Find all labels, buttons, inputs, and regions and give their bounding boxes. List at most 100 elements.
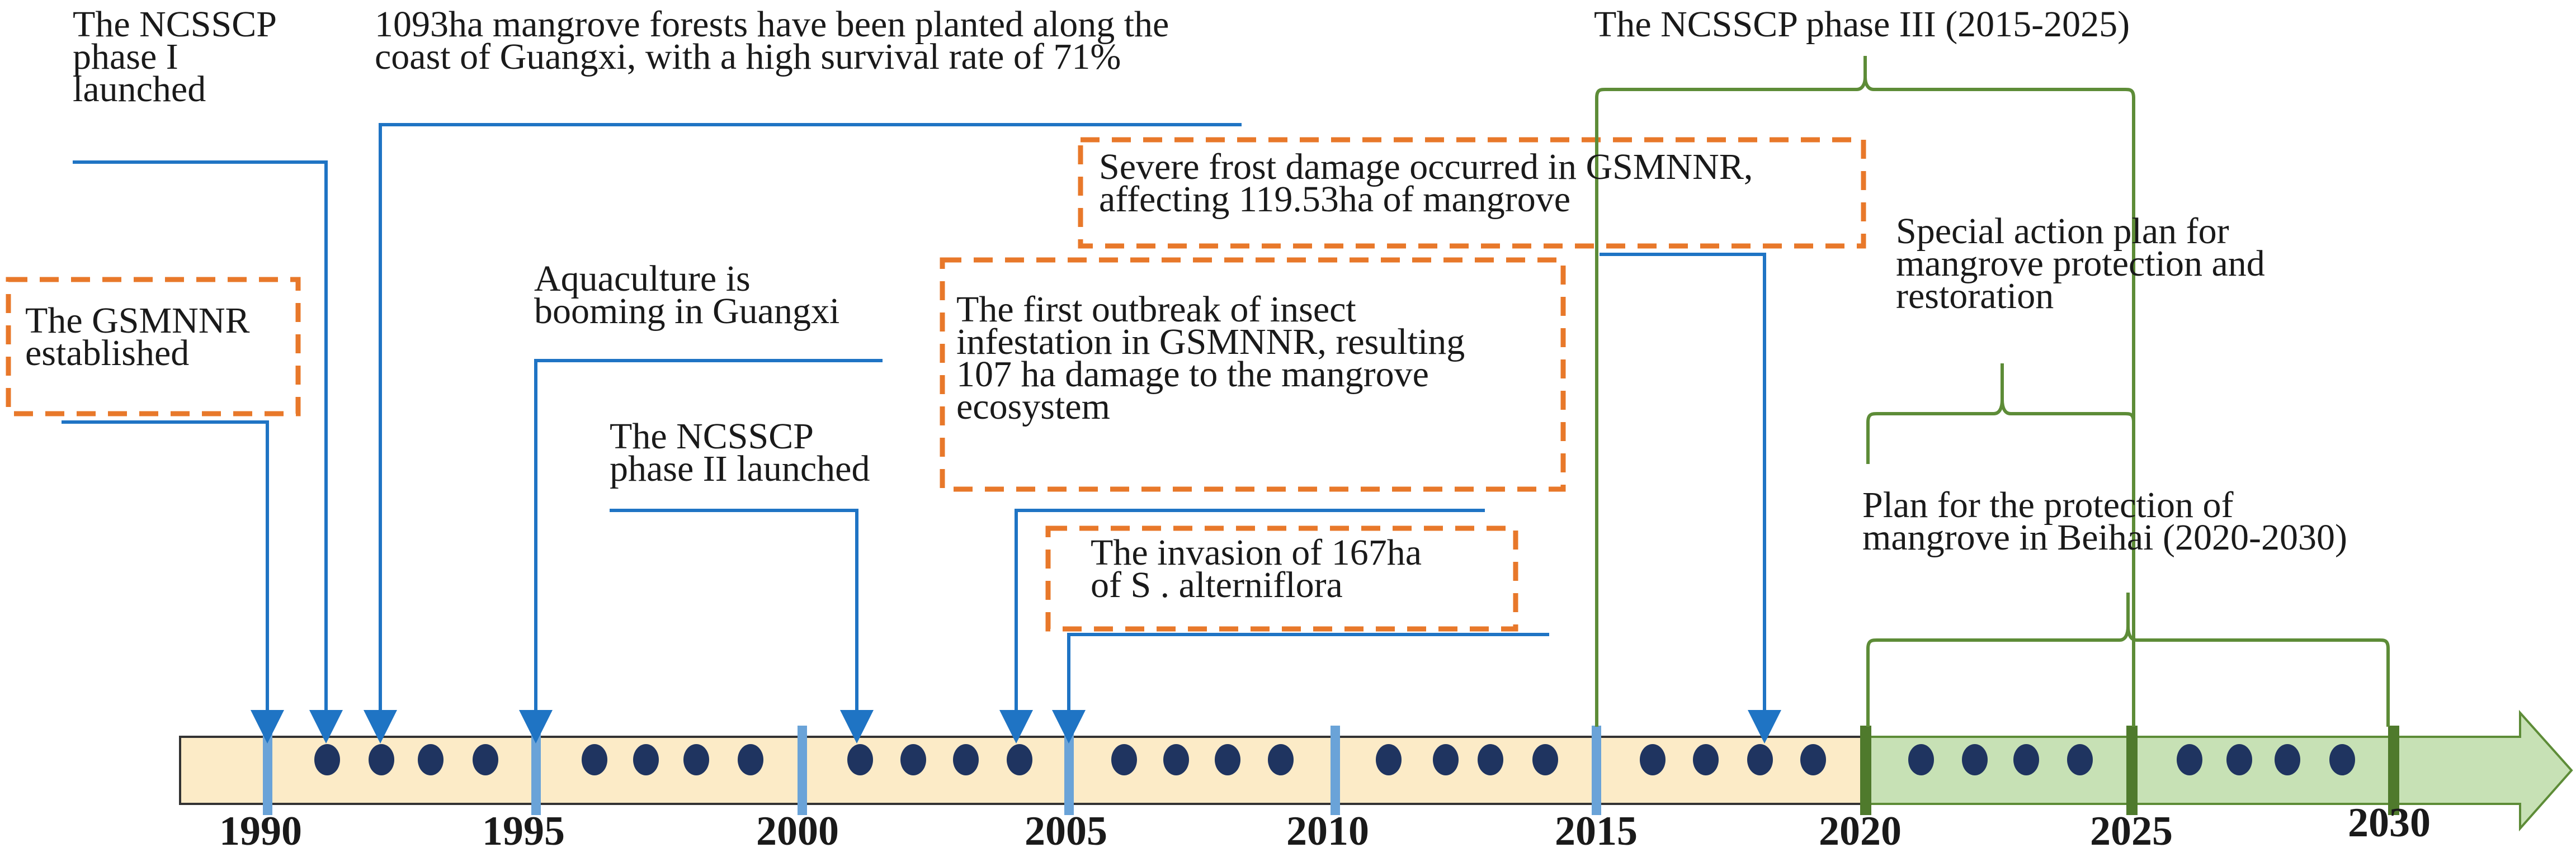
year-dot — [1962, 744, 1988, 775]
text-line: Plan for the protection of — [1862, 485, 2234, 525]
connector-frost — [1600, 253, 1781, 744]
year-label-2010: 2010 — [1286, 808, 1369, 854]
text-line: mangrove in Beihai (2020-2030) — [1862, 517, 2347, 558]
text-line: affecting 119.53ha of mangrove — [1099, 179, 1571, 220]
tick-1990 — [263, 726, 272, 815]
text-line: coast of Guangxi, with a high survival r… — [375, 36, 1121, 77]
tick-2000 — [798, 726, 807, 815]
tick-2020 — [1860, 726, 1871, 815]
connector-gsmnnr — [62, 420, 284, 744]
text-line: infestation in GSMNNR, resulting — [956, 321, 1465, 362]
text-line: booming in Guangxi — [534, 291, 840, 332]
text-line: mangrove protection and — [1896, 243, 2265, 284]
year-dot — [847, 744, 873, 775]
year-dot — [1800, 744, 1826, 775]
connector-planted — [364, 123, 1242, 744]
box-invasion — [1045, 525, 1518, 632]
year-dot — [1163, 744, 1189, 775]
year-dot — [900, 744, 926, 775]
highlight-boxes — [6, 137, 1866, 632]
year-label-1995: 1995 — [482, 808, 565, 854]
year-dot — [314, 744, 340, 775]
text-line: phase II launched — [610, 448, 870, 489]
text-line: ecosystem — [956, 386, 1110, 427]
text-line: Severe frost damage occurred in GSMNNR, — [1099, 146, 1753, 187]
year-label-2015: 2015 — [1555, 808, 1638, 854]
text-line: The invasion of 167ha — [1091, 532, 1422, 573]
year-dot — [1693, 744, 1719, 775]
box-frost — [1078, 137, 1866, 249]
year-dot — [738, 744, 763, 775]
year-label-2020: 2020 — [1819, 808, 1902, 854]
event-beihai-plan-label: Plan for the protection of mangrove in B… — [1862, 485, 2347, 558]
year-dot — [1111, 744, 1137, 775]
year-dot — [953, 744, 979, 775]
green-brackets — [1595, 56, 2390, 727]
year-dot — [1478, 744, 1503, 775]
year-dot — [1747, 744, 1773, 775]
text-line: The first outbreak of insect — [956, 289, 1356, 330]
year-dot — [2067, 744, 2093, 775]
tick-2010 — [1331, 726, 1340, 815]
year-dot — [633, 744, 659, 775]
text-line: of S . alterniflora — [1091, 565, 1343, 605]
year-dot — [2177, 744, 2202, 775]
year-dot — [1215, 744, 1240, 775]
year-label-2025: 2025 — [2090, 808, 2173, 854]
text-line: Aquaculture is — [534, 258, 751, 299]
tick-1995 — [531, 726, 541, 815]
bracket-beihai-plan — [1866, 593, 2390, 727]
text-line: The NCSSCP phase III (2015-2025) — [1594, 4, 2130, 45]
event-phase2-label: The NCSSCP phase II launched — [610, 416, 870, 489]
text-line: launched — [73, 69, 206, 110]
event-phase3-label: The NCSSCP phase III (2015-2025) — [1594, 4, 2130, 45]
event-planted-label: 1093ha mangrove forests have been plante… — [375, 4, 1169, 77]
text-line: The GSMNNR — [25, 300, 250, 341]
event-frost-label: Severe frost damage occurred in GSMNNR, … — [1099, 146, 1753, 220]
year-dot — [1908, 744, 1934, 775]
year-dot — [1640, 744, 1666, 775]
box-insect — [940, 257, 1566, 492]
year-dot — [1007, 744, 1032, 775]
year-label-2000: 2000 — [756, 808, 839, 854]
bracket-phase3 — [1595, 56, 2135, 727]
bracket-action-plan — [1866, 363, 2135, 464]
event-aquaculture-label: Aquaculture is booming in Guangxi — [534, 258, 840, 332]
text-line: established — [25, 333, 190, 373]
text-line: 107 ha damage to the mangrove — [956, 354, 1429, 395]
year-label-1990: 1990 — [219, 808, 302, 854]
year-dot — [1268, 744, 1294, 775]
year-dot — [369, 744, 394, 775]
year-label-2005: 2005 — [1025, 808, 1107, 854]
connector-invasion — [1052, 633, 1549, 744]
tick-2005 — [1064, 726, 1074, 815]
year-ticks — [263, 726, 2399, 815]
event-action-plan-label: Special action plan for mangrove protect… — [1896, 213, 2265, 316]
text-line: restoration — [1896, 276, 2054, 316]
year-dot — [418, 744, 444, 775]
year-dot — [1532, 744, 1558, 775]
connector-phase1 — [73, 160, 343, 744]
text-line: 1093ha mangrove forests have been plante… — [375, 4, 1169, 45]
year-dot — [473, 744, 498, 775]
tick-2025 — [2126, 726, 2138, 815]
box-gsmnnr — [6, 277, 301, 416]
event-gsmnnr-label: The GSMNNR established — [25, 300, 250, 373]
year-dot — [582, 744, 607, 775]
text-line: The NCSSCP — [73, 4, 277, 45]
year-dot — [683, 744, 709, 775]
text-line: The NCSSCP — [610, 416, 814, 457]
text-line: phase I — [73, 36, 178, 77]
event-invasion-label: The invasion of 167ha of S . alterniflor… — [1091, 532, 1422, 605]
year-dot — [1433, 744, 1459, 775]
tick-2015 — [1592, 726, 1601, 815]
year-dots — [314, 744, 2355, 775]
year-dot — [1376, 744, 1402, 775]
year-dot — [2329, 744, 2355, 775]
event-connectors — [62, 123, 1781, 744]
connector-phase2 — [610, 509, 874, 744]
year-dot — [2275, 744, 2300, 775]
event-phase1-label: The NCSSCP phase I launched — [73, 4, 277, 110]
